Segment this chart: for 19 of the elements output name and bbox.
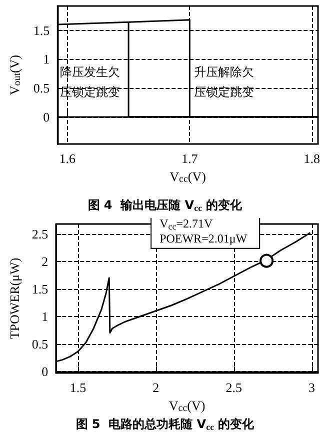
y-tick-label: 1.5 bbox=[33, 22, 50, 38]
x-tick-label: 1.8 bbox=[304, 151, 320, 166]
y-tick-label: 0 bbox=[43, 109, 50, 124]
y-tick-label: 1.5 bbox=[32, 281, 48, 296]
y-tick-label: 2.5 bbox=[32, 226, 48, 242]
x-tick-label: 1.5 bbox=[70, 380, 86, 395]
y-axis-title: Vout(V) bbox=[7, 54, 23, 96]
y-tick-label: 0.5 bbox=[32, 336, 48, 352]
y-tick-label: 0.5 bbox=[33, 80, 50, 96]
x-tick-label: 2 bbox=[152, 380, 160, 395]
x-tick-label: 3 bbox=[308, 380, 316, 395]
x-tick-label: 1.7 bbox=[182, 151, 198, 166]
x-tick-label: 1.6 bbox=[59, 151, 76, 166]
y-tick-label: 2 bbox=[42, 254, 48, 269]
y-tick-label: 0 bbox=[42, 364, 48, 379]
y-tick-label: 1 bbox=[43, 52, 50, 67]
y-axis-title: TPOWER(μW) bbox=[7, 258, 22, 340]
x-tick-label: 2.5 bbox=[226, 380, 242, 395]
y-tick-label: 1 bbox=[42, 308, 48, 324]
